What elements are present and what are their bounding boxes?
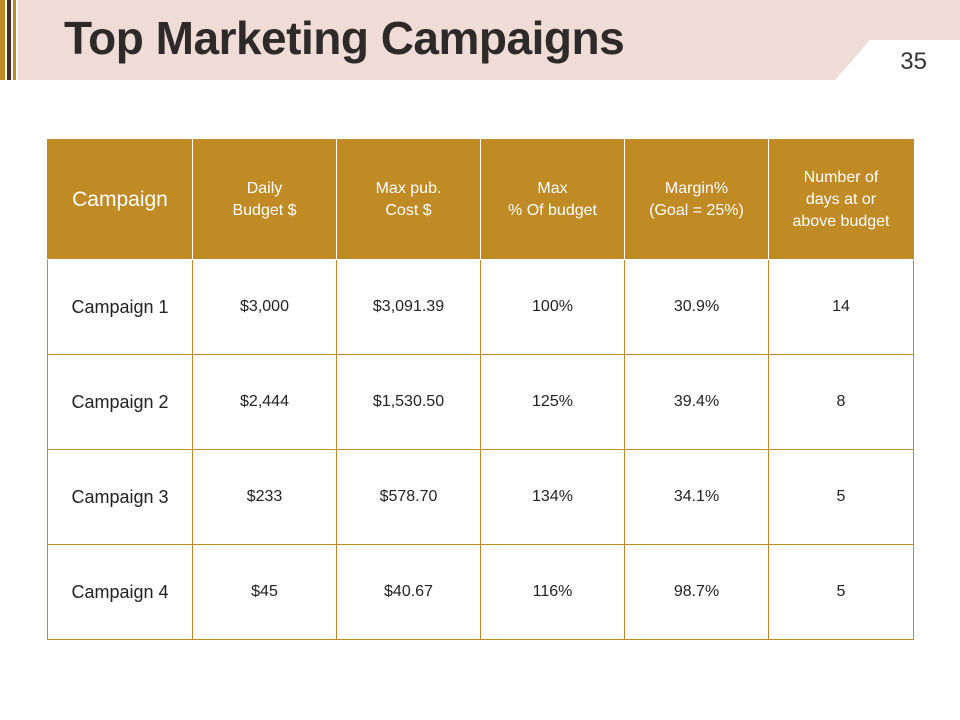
cell-days-above-budget: 14 bbox=[768, 259, 914, 355]
title-band: Top Marketing Campaigns bbox=[0, 0, 960, 80]
cell-margin: 30.9% bbox=[624, 259, 769, 355]
header-max-pub-cost: Max pub. Cost $ bbox=[336, 139, 481, 260]
cell-daily-budget: $2,444 bbox=[192, 354, 337, 450]
cell-daily-budget: $233 bbox=[192, 449, 337, 545]
cell-margin: 39.4% bbox=[624, 354, 769, 450]
header-campaign: Campaign bbox=[47, 139, 193, 260]
cell-campaign: Campaign 4 bbox=[47, 544, 193, 640]
cell-max-pub-cost: $3,091.39 bbox=[336, 259, 481, 355]
cell-margin: 34.1% bbox=[624, 449, 769, 545]
cell-daily-budget: $45 bbox=[192, 544, 337, 640]
table-row: Campaign 3 $233 $578.70 134% 34.1% 5 bbox=[47, 449, 914, 545]
table-row: Campaign 1 $3,000 $3,091.39 100% 30.9% 1… bbox=[47, 259, 914, 355]
cell-max-of-budget: 116% bbox=[480, 544, 625, 640]
page-number: 35 bbox=[900, 48, 927, 75]
cell-campaign: Campaign 3 bbox=[47, 449, 193, 545]
campaign-table: Campaign Daily Budget $ Max pub. Cost $ … bbox=[47, 139, 914, 640]
cell-campaign: Campaign 2 bbox=[47, 354, 193, 450]
cell-days-above-budget: 8 bbox=[768, 354, 914, 450]
title-band-shape bbox=[0, 0, 960, 80]
header-row: Campaign Daily Budget $ Max pub. Cost $ … bbox=[47, 139, 914, 260]
header-max-of-budget: Max % Of budget bbox=[480, 139, 625, 260]
cell-max-of-budget: 134% bbox=[480, 449, 625, 545]
cell-daily-budget: $3,000 bbox=[192, 259, 337, 355]
table-row: Campaign 2 $2,444 $1,530.50 125% 39.4% 8 bbox=[47, 354, 914, 450]
cell-days-above-budget: 5 bbox=[768, 544, 914, 640]
table-row: Campaign 4 $45 $40.67 116% 98.7% 5 bbox=[47, 544, 914, 640]
cell-days-above-budget: 5 bbox=[768, 449, 914, 545]
page-title: Top Marketing Campaigns bbox=[64, 12, 625, 64]
cell-max-pub-cost: $578.70 bbox=[336, 449, 481, 545]
header-margin: Margin% (Goal = 25%) bbox=[624, 139, 769, 260]
cell-max-pub-cost: $1,530.50 bbox=[336, 354, 481, 450]
cell-margin: 98.7% bbox=[624, 544, 769, 640]
header-days-above-budget: Number of days at or above budget bbox=[768, 139, 914, 260]
cell-max-of-budget: 100% bbox=[480, 259, 625, 355]
cell-campaign: Campaign 1 bbox=[47, 259, 193, 355]
cell-max-of-budget: 125% bbox=[480, 354, 625, 450]
cell-max-pub-cost: $40.67 bbox=[336, 544, 481, 640]
header-daily-budget: Daily Budget $ bbox=[192, 139, 337, 260]
